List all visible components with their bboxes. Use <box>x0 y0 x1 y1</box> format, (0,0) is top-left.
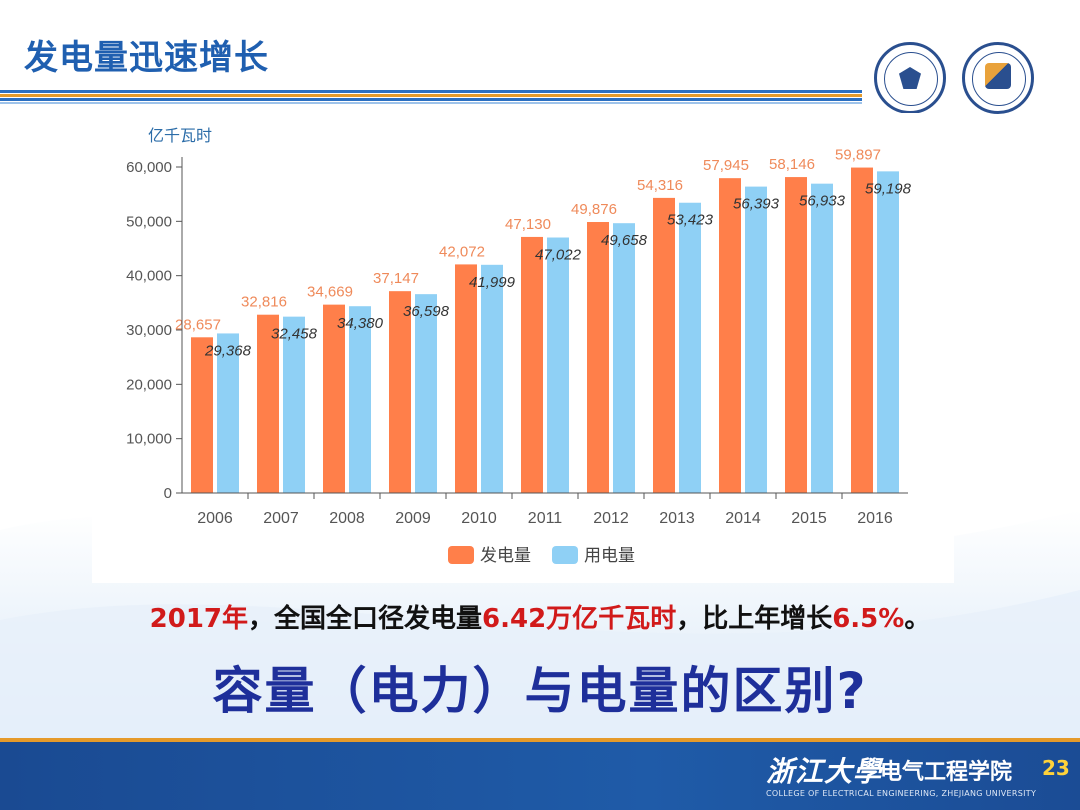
data-label-consumption: 29,368 <box>204 342 252 359</box>
bar-generation <box>389 291 411 493</box>
x-tick-label: 2014 <box>725 510 761 527</box>
x-tick-label: 2015 <box>791 510 827 527</box>
data-label-generation: 28,657 <box>175 316 221 333</box>
data-label-consumption: 49,658 <box>601 232 648 249</box>
x-tick-label: 2007 <box>263 510 299 527</box>
data-label-generation: 42,072 <box>439 243 485 260</box>
data-label-generation: 37,147 <box>373 270 419 287</box>
data-label-consumption: 56,933 <box>799 193 846 210</box>
bar-generation <box>653 197 675 494</box>
data-label-generation: 58,146 <box>769 156 815 173</box>
data-label-generation: 47,130 <box>505 216 551 233</box>
data-label-generation: 57,945 <box>703 157 749 174</box>
bar-consumption <box>415 294 437 493</box>
y-tick-label: 30,000 <box>126 322 172 339</box>
legend-label-generation: 发电量 <box>480 546 531 565</box>
x-tick-label: 2009 <box>395 510 431 527</box>
data-label-generation: 34,669 <box>307 284 353 301</box>
slide-title: 发电量迅速增长 <box>24 38 269 78</box>
page-number: 23 <box>1042 756 1070 780</box>
university-logos <box>862 38 1080 120</box>
zju-seal-icon <box>874 42 946 114</box>
x-tick-label: 2013 <box>659 510 695 527</box>
y-tick-label: 10,000 <box>126 431 172 448</box>
bar-consumption <box>679 202 701 493</box>
college-english-name: COLLEGE OF ELECTRICAL ENGINEERING, ZHEJI… <box>766 789 1037 798</box>
data-label-generation: 32,816 <box>241 294 287 311</box>
header-stripes <box>0 90 1080 104</box>
bar-generation <box>257 314 279 493</box>
note-text-1: ，全国全口径发电量 <box>248 604 483 634</box>
legend-label-consumption: 用电量 <box>584 546 635 565</box>
note-percent: 6.5% <box>832 604 905 634</box>
y-tick-label: 0 <box>164 485 172 502</box>
data-label-consumption: 41,999 <box>469 274 516 291</box>
y-tick-label: 60,000 <box>126 159 172 176</box>
data-label-consumption: 32,458 <box>271 326 318 343</box>
bar-consumption <box>613 223 635 493</box>
bar-consumption <box>811 183 833 493</box>
note-unit: 千瓦时 <box>598 604 677 634</box>
x-tick-label: 2006 <box>197 510 233 527</box>
data-label-consumption: 34,380 <box>337 315 384 332</box>
x-tick-label: 2008 <box>329 510 365 527</box>
y-axis-label: 亿千瓦时 <box>148 127 212 145</box>
university-name: 浙江大學 <box>766 755 883 788</box>
data-label-consumption: 36,598 <box>403 303 450 320</box>
y-tick-label: 20,000 <box>126 376 172 393</box>
data-label-consumption: 47,022 <box>535 247 582 264</box>
bar-consumption <box>877 171 899 493</box>
legend-swatch-generation <box>448 546 474 564</box>
note-year: 2017年 <box>149 604 249 634</box>
bar-generation <box>587 222 609 493</box>
bar-consumption <box>547 237 569 493</box>
bar-generation <box>785 177 807 493</box>
data-label-generation: 59,897 <box>835 147 881 164</box>
bar-generation <box>455 264 477 493</box>
bar-generation <box>521 236 543 493</box>
bar-generation <box>851 167 873 493</box>
x-tick-label: 2010 <box>461 510 497 527</box>
bar-generation <box>719 178 741 493</box>
bar-consumption <box>283 316 305 493</box>
bar-consumption <box>745 186 767 494</box>
bar-consumption <box>481 264 503 493</box>
data-label-consumption: 59,198 <box>865 180 912 197</box>
data-label-consumption: 56,393 <box>733 196 780 213</box>
bar-generation <box>323 304 345 493</box>
data-label-generation: 54,316 <box>637 177 683 194</box>
bar-consumption <box>349 306 371 493</box>
note-value: 6.42万亿 <box>482 604 599 634</box>
x-tick-label: 2016 <box>857 510 893 527</box>
data-label-generation: 49,876 <box>571 201 617 218</box>
college-seal-icon <box>962 42 1034 114</box>
question-heading: 容量（电力）与电量的区别? <box>212 662 868 720</box>
bar-generation <box>191 337 213 493</box>
x-tick-label: 2012 <box>593 510 629 527</box>
note-end: 。 <box>904 604 931 634</box>
y-tick-label: 50,000 <box>126 213 172 230</box>
legend-swatch-consumption <box>552 546 578 564</box>
footer-accent <box>0 738 1080 742</box>
footer-bar: 浙江大學 电气工程学院 COLLEGE OF ELECTRICAL ENGINE… <box>0 742 1080 810</box>
college-name: 电气工程学院 <box>880 760 1013 785</box>
data-label-consumption: 53,423 <box>667 212 714 229</box>
bar-consumption <box>217 333 239 493</box>
y-tick-label: 40,000 <box>126 268 172 285</box>
summary-note: 2017年，全国全口径发电量6.42万亿千瓦时，比上年增长6.5%。 <box>0 598 1080 635</box>
note-text-2: ，比上年增长 <box>676 604 833 634</box>
x-tick-label: 2011 <box>528 510 563 527</box>
